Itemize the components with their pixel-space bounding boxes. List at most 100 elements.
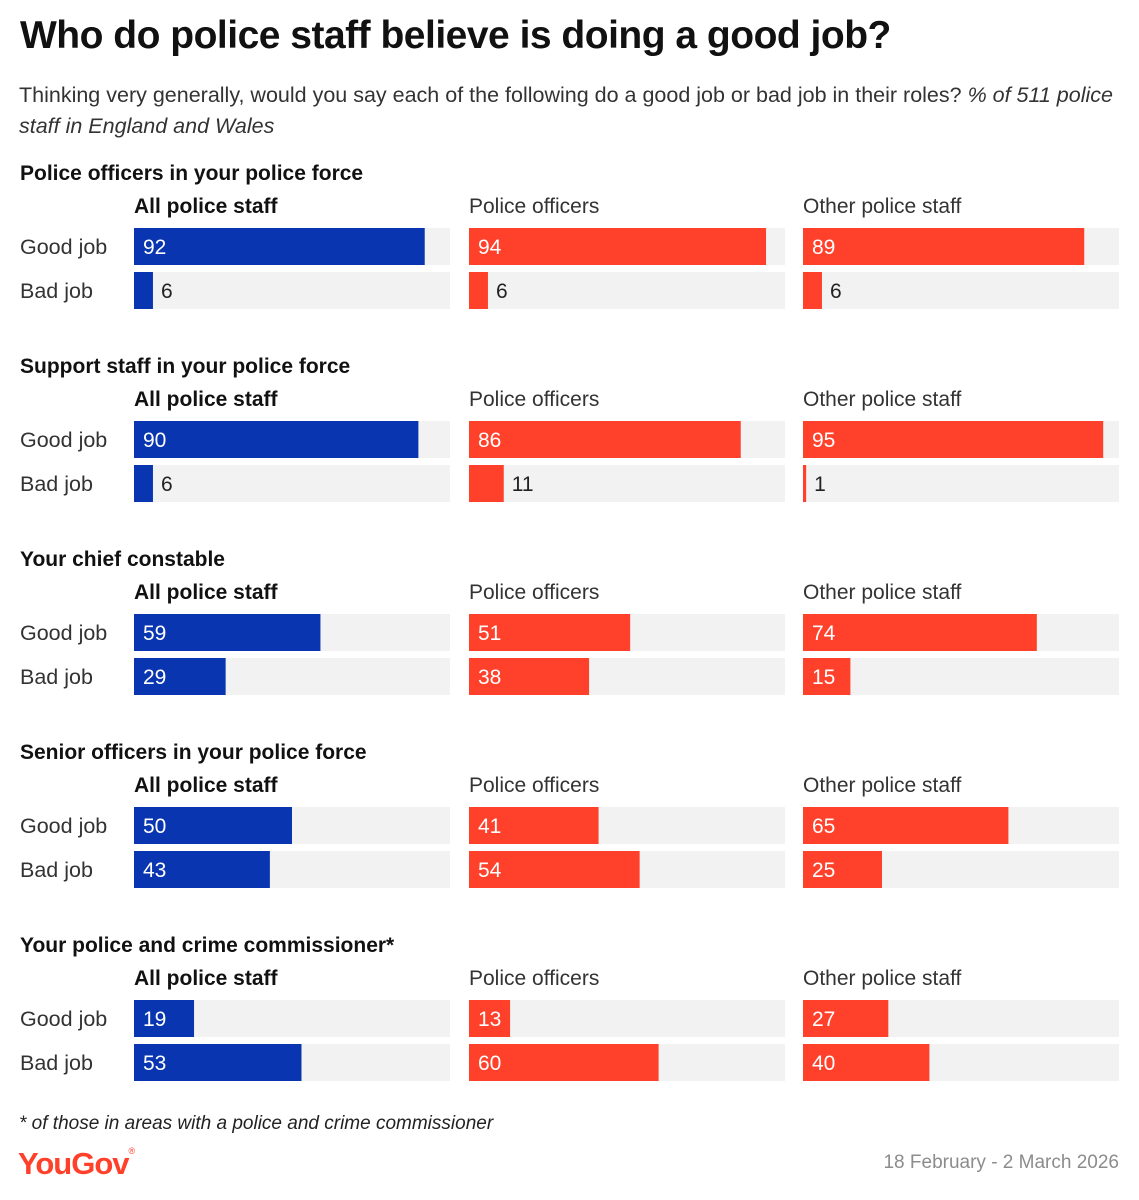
logo-text: YouGov (18, 1146, 130, 1181)
yougov-logo: YouGov® (18, 1146, 135, 1182)
chart-subtitle: Thinking very generally, would you say e… (19, 80, 1114, 142)
bar (803, 1000, 889, 1037)
row-label-bad-job: Bad job (20, 858, 93, 882)
group-title: Your police and crime commissioner* (20, 934, 395, 957)
group-title: Support staff in your police force (20, 355, 350, 378)
bar-track (803, 658, 1119, 695)
chart-title: Who do police staff believe is doing a g… (20, 14, 891, 57)
bar (803, 465, 807, 502)
column-header-other-police-staff: Other police staff (803, 581, 962, 604)
bar (134, 614, 321, 651)
data-label: 6 (161, 473, 173, 496)
data-label: 29 (143, 666, 166, 689)
bar (134, 658, 226, 695)
column-header-police-officers: Police officers (469, 967, 599, 990)
data-label: 38 (478, 666, 501, 689)
logo-registered-mark: ® (128, 1146, 136, 1156)
group-title: Your chief constable (20, 548, 225, 571)
data-label: 1 (814, 473, 826, 496)
fieldwork-dates: 18 February - 2 March 2026 (883, 1152, 1119, 1173)
bar (803, 851, 882, 888)
column-header-police-officers: Police officers (469, 388, 599, 411)
data-label: 89 (812, 236, 835, 259)
bar-chart: Police officers in your police force All … (20, 162, 1119, 1081)
bar (469, 228, 767, 265)
data-label: 95 (812, 429, 835, 452)
bar (469, 1044, 659, 1081)
data-label: 25 (812, 859, 835, 882)
column-header-other-police-staff: Other police staff (803, 195, 962, 218)
bar (803, 421, 1104, 458)
data-label: 6 (161, 280, 173, 303)
data-label: 54 (478, 859, 502, 882)
bar (134, 228, 425, 265)
bar (134, 807, 292, 844)
row-label-good-job: Good job (20, 1007, 107, 1031)
data-label: 19 (143, 1008, 166, 1031)
data-label: 43 (143, 859, 166, 882)
bar-track (134, 272, 450, 309)
column-header-all-police-staff: All police staff (134, 774, 279, 797)
row-label-good-job: Good job (20, 621, 107, 645)
row-label-bad-job: Bad job (20, 279, 93, 303)
data-label: 74 (812, 622, 836, 645)
footnote: * of those in areas with a police and cr… (19, 1113, 494, 1134)
group-title: Senior officers in your police force (20, 741, 367, 764)
bar (469, 807, 599, 844)
bar (469, 658, 590, 695)
row-label-bad-job: Bad job (20, 472, 93, 496)
bar (803, 272, 822, 309)
row-label-good-job: Good job (20, 235, 107, 259)
column-header-all-police-staff: All police staff (134, 195, 279, 218)
data-label: 86 (478, 429, 501, 452)
group-title: Police officers in your police force (20, 162, 363, 185)
column-header-police-officers: Police officers (469, 581, 599, 604)
data-label: 6 (830, 280, 842, 303)
bar (134, 1044, 302, 1081)
bar (134, 421, 419, 458)
data-label: 11 (512, 473, 534, 496)
bar (803, 807, 1009, 844)
row-label-bad-job: Bad job (20, 1051, 93, 1075)
bar (469, 421, 741, 458)
bar-track (469, 1000, 785, 1037)
data-label: 92 (143, 236, 166, 259)
data-label: 13 (478, 1008, 501, 1031)
bar-track (134, 465, 450, 502)
bar (469, 272, 488, 309)
row-label-good-job: Good job (20, 814, 107, 838)
bar (469, 1000, 511, 1037)
bar-track (803, 272, 1119, 309)
column-header-all-police-staff: All police staff (134, 581, 279, 604)
column-header-all-police-staff: All police staff (134, 388, 279, 411)
bar-track (469, 272, 785, 309)
bar (469, 614, 631, 651)
bar (134, 272, 153, 309)
bar (803, 228, 1085, 265)
bar (134, 465, 153, 502)
data-label: 6 (496, 280, 508, 303)
data-label: 15 (812, 666, 835, 689)
data-label: 90 (143, 429, 166, 452)
data-label: 40 (812, 1052, 835, 1075)
bar-track (469, 465, 785, 502)
data-label: 50 (143, 815, 166, 838)
data-label: 60 (478, 1052, 501, 1075)
data-label: 65 (812, 815, 835, 838)
data-label: 53 (143, 1052, 166, 1075)
data-label: 27 (812, 1008, 835, 1031)
bar (803, 1044, 930, 1081)
bar (469, 465, 504, 502)
bar (469, 851, 640, 888)
bar-track (803, 465, 1119, 502)
column-header-other-police-staff: Other police staff (803, 388, 962, 411)
row-label-bad-job: Bad job (20, 665, 93, 689)
data-label: 51 (478, 622, 501, 645)
bar (803, 614, 1037, 651)
row-label-good-job: Good job (20, 428, 107, 452)
bar (134, 1000, 195, 1037)
data-label: 41 (478, 815, 501, 838)
column-header-other-police-staff: Other police staff (803, 967, 962, 990)
bar (803, 658, 851, 695)
bar (134, 851, 270, 888)
